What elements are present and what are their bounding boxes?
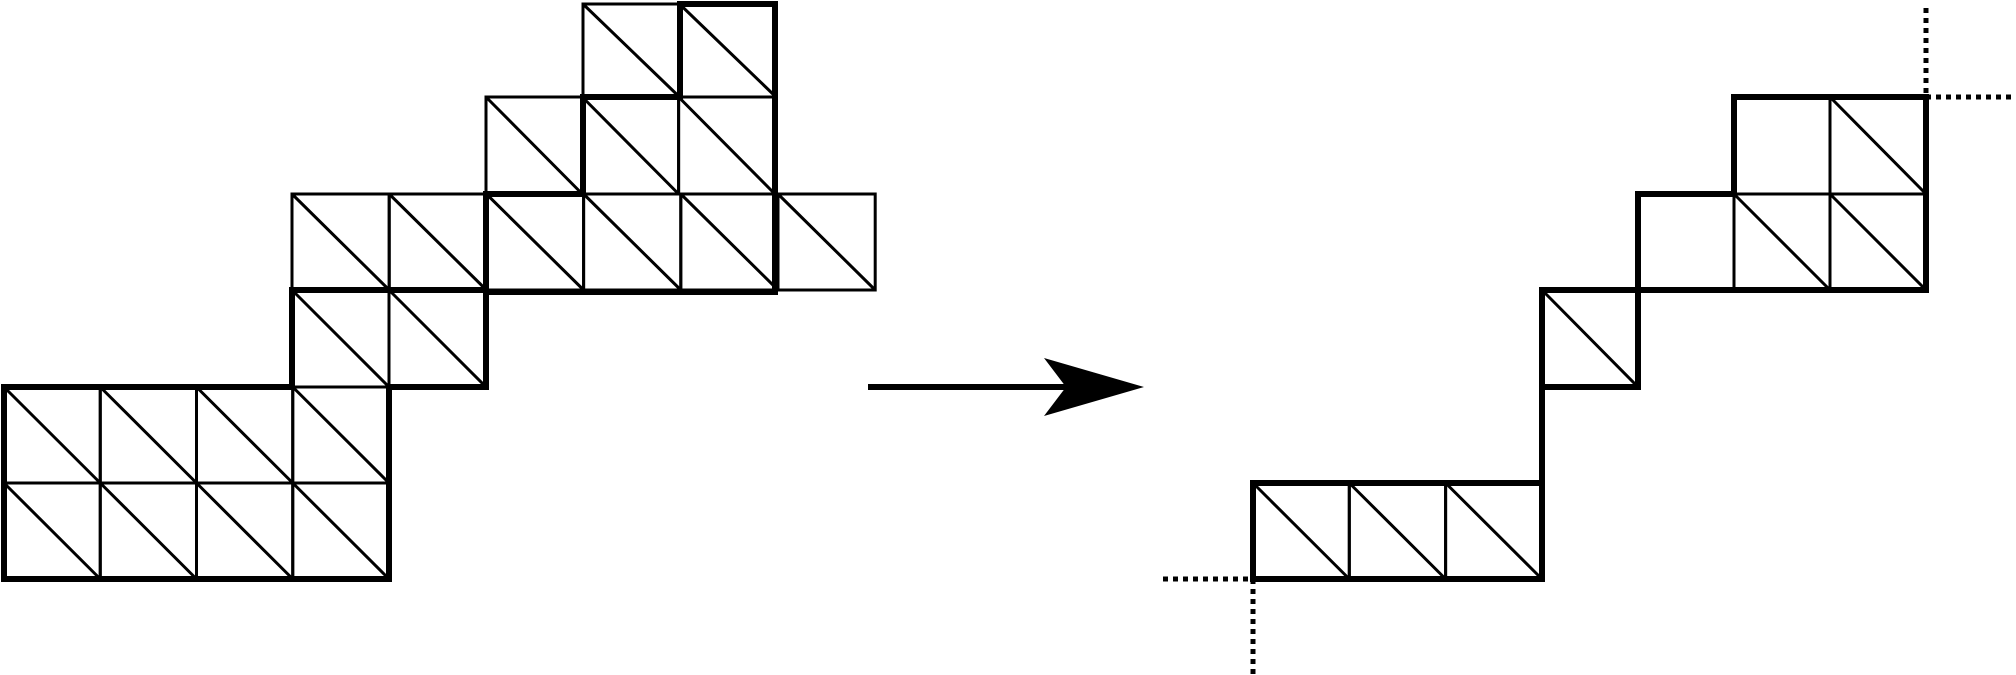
- cell-diagonal: [99, 481, 198, 581]
- grid-cell: [484, 95, 584, 196]
- grid-cell: [484, 192, 586, 292]
- cell-diagonal: [388, 192, 488, 292]
- staircase-grid-right: [1163, 8, 2016, 675]
- grid-cell: [290, 288, 391, 389]
- cell-diagonal: [291, 481, 391, 581]
- cell-diagonal: [581, 95, 680, 196]
- cell-diagonal: [1828, 95, 1928, 196]
- cell-diagonal: [485, 192, 585, 292]
- transformation-arrow: [868, 358, 1144, 416]
- cell-diagonal: [195, 385, 294, 485]
- cell-diagonal: [582, 192, 682, 292]
- cell-diagonal: [776, 192, 877, 292]
- arrow-head: [1044, 358, 1144, 416]
- cell-diagonal: [677, 95, 776, 196]
- cell-diagonal: [679, 192, 780, 292]
- cell-diagonal: [1251, 481, 1351, 581]
- cell-diagonal: [290, 192, 391, 292]
- grid-cell: [2, 481, 102, 581]
- cell-diagonal: [1540, 288, 1640, 389]
- grid-cell: [98, 385, 198, 485]
- cell-diagonal: [581, 2, 681, 99]
- grid-cell: [1444, 481, 1544, 581]
- staircase-grid-left: [1, 1, 877, 582]
- grid-cell: [582, 192, 683, 292]
- cell-diagonal: [195, 481, 294, 581]
- grid-cell: [581, 2, 681, 99]
- grid-cell: [1251, 481, 1351, 581]
- grid-cell: [1347, 481, 1448, 581]
- grid-cell: [1732, 192, 1832, 292]
- cell-diagonal: [1444, 481, 1543, 581]
- grid-cell: [291, 385, 391, 485]
- grid-cell: [195, 385, 295, 485]
- left-outline: [1, 1, 778, 582]
- cell-diagonal: [290, 288, 391, 389]
- grid-cell: [580, 95, 681, 196]
- grid-cell: [291, 481, 391, 581]
- grid-cell: [1540, 288, 1640, 389]
- grid-cell: [98, 481, 198, 581]
- cell-diagonal: [291, 385, 391, 485]
- cell-diagonal: [2, 385, 102, 485]
- grid-cell: [776, 192, 877, 292]
- cell-diagonal: [484, 95, 584, 196]
- cell-diagonal: [387, 288, 488, 389]
- cell-diagonal: [678, 2, 778, 99]
- right-cells: [1251, 95, 1928, 581]
- grid-cell: [677, 95, 777, 196]
- cell-diagonal: [2, 481, 102, 581]
- grid-cell: [1828, 192, 1928, 292]
- grid-cell: [387, 192, 488, 292]
- grid-cell: [195, 481, 295, 581]
- cell-diagonal: [1348, 481, 1447, 581]
- cell-diagonal: [99, 385, 198, 485]
- grid-cell: [1828, 95, 1928, 196]
- grid-cell: [387, 288, 488, 389]
- grid-cell: [290, 192, 391, 292]
- cell-diagonal: [1732, 192, 1832, 292]
- cell-diagonal: [1828, 192, 1928, 292]
- grid-cell: [679, 192, 780, 292]
- grid-cell: [2, 385, 102, 485]
- grid-cell: [678, 2, 778, 99]
